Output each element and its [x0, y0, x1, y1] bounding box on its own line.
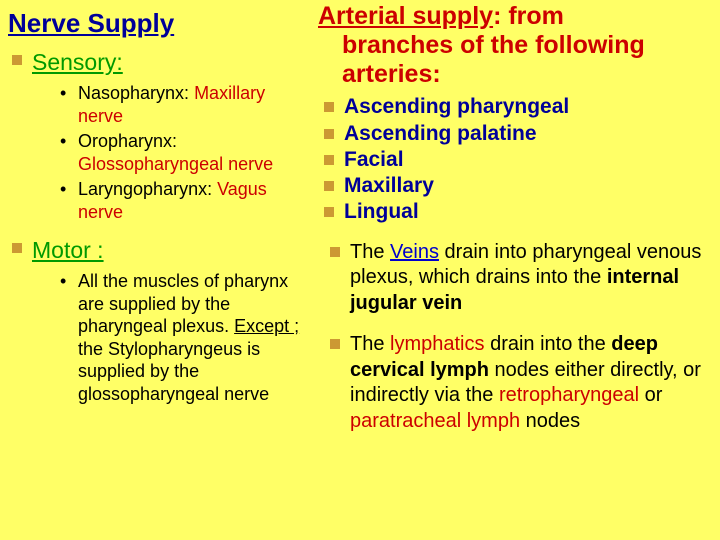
motor-section: Motor : All the muscles of pharynx are s…	[8, 237, 308, 405]
artery-ascending-pharyngeal: Ascending pharyngeal	[318, 94, 712, 120]
arterial-supply-title: Arterial supply: from branches of the fo…	[318, 2, 712, 88]
artery-facial: Facial	[318, 147, 712, 173]
label: Oropharynx:	[78, 131, 177, 151]
veins-note: The Veins drain into pharyngeal venous p…	[318, 240, 712, 317]
sensory-item-oropharynx: Oropharynx: Glossopharyngeal nerve	[60, 130, 308, 175]
artery-list: Ascending pharyngeal Ascending palatine …	[318, 94, 712, 225]
nerve-supply-title: Nerve Supply	[8, 8, 308, 39]
motor-item: All the muscles of pharynx are supplied …	[60, 270, 308, 405]
sensory-section: Sensory: Nasopharynx: Maxillary nerve Or…	[8, 49, 308, 223]
lymphatics-note: The lymphatics drain into the deep cervi…	[318, 332, 712, 434]
sensory-item-nasopharynx: Nasopharynx: Maxillary nerve	[60, 82, 308, 127]
motor-heading: Motor :	[32, 237, 104, 263]
artery-lingual: Lingual	[318, 199, 712, 225]
notes-list: The Veins drain into pharyngeal venous p…	[318, 240, 712, 435]
nerve-sections: Sensory: Nasopharynx: Maxillary nerve Or…	[8, 49, 308, 405]
artery-maxillary: Maxillary	[318, 173, 712, 199]
artery-ascending-palatine: Ascending palatine	[318, 121, 712, 147]
label: Laryngopharynx:	[78, 179, 217, 199]
sensory-list: Nasopharynx: Maxillary nerve Oropharynx:…	[60, 82, 308, 223]
sensory-heading: Sensory:	[32, 49, 123, 75]
sensory-item-laryngopharynx: Laryngopharynx: Vagus nerve	[60, 178, 308, 223]
motor-list: All the muscles of pharynx are supplied …	[60, 270, 308, 405]
label: Nasopharynx:	[78, 83, 194, 103]
nerve: Glossopharyngeal nerve	[78, 154, 273, 174]
veins-link: Veins	[390, 241, 439, 263]
